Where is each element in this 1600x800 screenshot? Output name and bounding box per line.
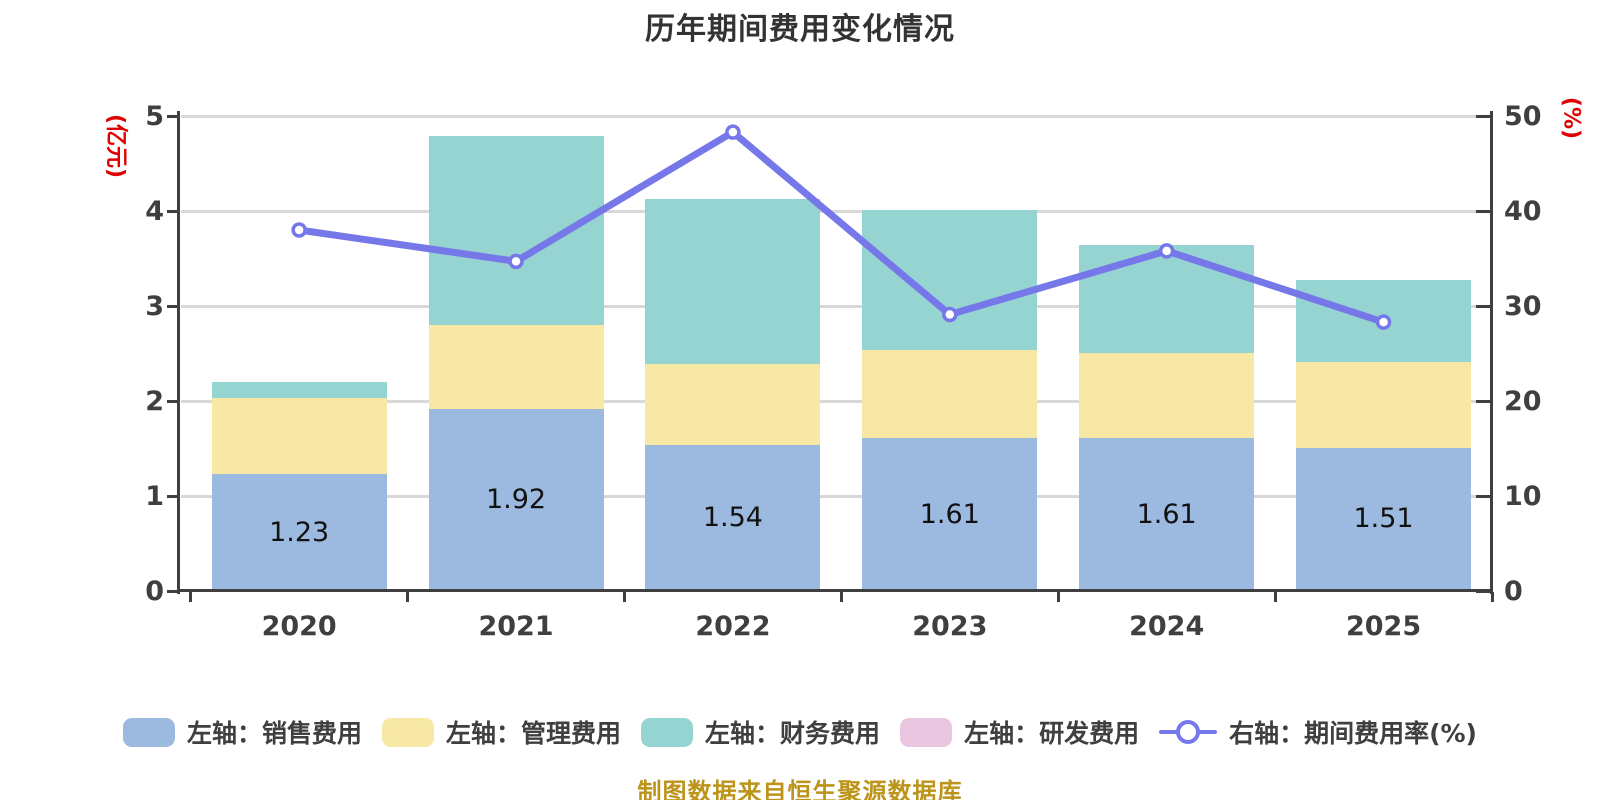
bar-segment-admin-2022[interactable]	[645, 363, 821, 445]
y-axis-right-tick	[1476, 399, 1490, 403]
legend-item-rnd[interactable]: 左轴：研发费用	[900, 714, 1139, 750]
y-axis-right-tick	[1476, 494, 1490, 498]
bar-value-label-2022: 1.54	[702, 501, 763, 533]
x-axis-category-label-2024: 2024	[1129, 611, 1205, 642]
y-axis-right	[1490, 111, 1493, 594]
bar-segment-sales-2022[interactable]	[645, 444, 821, 591]
legend-label-admin: 左轴：管理费用	[446, 719, 622, 748]
bar-segment-sales-2025[interactable]	[1296, 447, 1472, 591]
legend-item-sales[interactable]: 左轴：销售费用	[123, 714, 362, 750]
legend-item-rate[interactable]: 右轴：期间费用率(%)	[1159, 714, 1477, 750]
x-axis-category-label-2022: 2022	[695, 611, 771, 642]
bar-segment-sales-2023[interactable]	[862, 438, 1038, 591]
right-axis-tick-label: 0	[1504, 576, 1523, 607]
right-axis-tick-label: 40	[1504, 196, 1542, 227]
bar-value-label-2021: 1.92	[485, 483, 547, 515]
bar-segment-admin-2021[interactable]	[428, 325, 604, 409]
gridline	[181, 114, 1492, 118]
legend-item-finance[interactable]: 左轴：财务费用	[641, 714, 880, 750]
left-axis-tick-label: 1	[145, 481, 164, 512]
rate-line-point-2020[interactable]	[291, 222, 307, 238]
legend-swatch-finance	[641, 717, 694, 747]
right-axis-tick-label: 10	[1504, 481, 1542, 512]
bar-segment-admin-2025[interactable]	[1296, 362, 1472, 448]
gridline	[181, 494, 1492, 498]
left-axis-tick-label: 4	[145, 196, 164, 227]
legend-label-finance: 左轴：财务费用	[705, 719, 881, 748]
y-axis-left-tick	[167, 399, 177, 403]
bar-segment-sales-2020[interactable]	[211, 474, 387, 591]
legend-swatch-rnd	[900, 717, 953, 747]
x-axis-tick	[1273, 592, 1277, 602]
chart-title: 历年期间费用变化情况	[645, 12, 955, 47]
y-axis-left-tick	[167, 114, 177, 118]
x-axis-tick	[1056, 592, 1060, 602]
bar-segment-sales-2024[interactable]	[1079, 438, 1255, 591]
y-axis-left	[177, 111, 180, 594]
y-axis-left-tick	[167, 304, 177, 308]
x-axis-category-label-2025: 2025	[1345, 611, 1422, 642]
legend: 左轴：销售费用 左轴：管理费用 左轴：财务费用 左轴：研发费用 右轴：期间费用率(%)	[0, 714, 1600, 750]
legend-label-sales: 左轴：销售费用	[187, 719, 363, 748]
bar-segment-finance-2025[interactable]	[1296, 280, 1472, 363]
y-axis-right-tick	[1476, 304, 1490, 308]
left-axis-tick-label: 3	[145, 291, 164, 322]
rate-line-point-2022[interactable]	[725, 124, 741, 140]
bar-segment-admin-2024[interactable]	[1079, 352, 1255, 439]
x-axis-category-label-2023: 2023	[912, 611, 988, 642]
bar-segment-admin-2023[interactable]	[862, 349, 1038, 439]
y-axis-right-tick	[1476, 589, 1490, 593]
legend-label-rate: 右轴：期间费用率(%)	[1229, 719, 1477, 748]
y-axis-left-tick	[167, 209, 177, 213]
bar-value-label-2025: 1.51	[1353, 503, 1414, 535]
left-axis-tick-label: 5	[145, 101, 164, 132]
legend-item-admin[interactable]: 左轴：管理费用	[382, 714, 621, 750]
bar-segment-sales-2021[interactable]	[428, 408, 604, 591]
right-axis-tick-label: 50	[1504, 101, 1542, 132]
legend-swatch-sales	[123, 717, 176, 747]
y-axis-right-tick	[1476, 209, 1490, 213]
bar-segment-finance-2023[interactable]	[862, 210, 1038, 350]
right-axis-tick-label: 30	[1504, 291, 1542, 322]
left-axis-tick-label: 2	[145, 386, 164, 417]
x-axis-tick	[1490, 592, 1494, 602]
x-axis	[177, 589, 1493, 592]
bar-value-label-2020: 1.23	[269, 516, 330, 548]
x-axis-category-label-2020: 2020	[261, 611, 337, 642]
y-axis-right-tick	[1476, 114, 1490, 118]
bar-segment-finance-2022[interactable]	[645, 198, 821, 364]
right-axis-tick-label: 20	[1504, 386, 1542, 417]
legend-line-marker-icon	[1159, 717, 1218, 747]
bar-segment-finance-2024[interactable]	[1079, 245, 1255, 353]
legend-label-rnd: 左轴：研发费用	[964, 719, 1140, 748]
y-axis-left-tick	[167, 589, 177, 593]
bar-value-label-2023: 1.61	[919, 498, 980, 530]
bar-value-label-2024: 1.61	[1136, 498, 1197, 530]
gridline	[181, 399, 1492, 403]
x-axis-tick	[189, 592, 193, 602]
x-axis-tick	[406, 592, 410, 602]
bar-segment-finance-2021[interactable]	[428, 135, 604, 325]
x-axis-tick	[622, 592, 626, 602]
source-note: 制图数据来自恒生聚源数据库	[637, 778, 963, 800]
x-axis-tick	[839, 592, 843, 602]
bar-segment-finance-2020[interactable]	[211, 382, 387, 399]
x-axis-category-label-2021: 2021	[478, 611, 554, 642]
y-axis-left-tick	[167, 494, 177, 498]
legend-swatch-admin	[382, 717, 435, 747]
bar-segment-admin-2020[interactable]	[211, 398, 387, 475]
legend-marker-dot	[1176, 720, 1201, 744]
left-axis-tick-label: 0	[145, 576, 164, 607]
gridline	[181, 209, 1492, 213]
